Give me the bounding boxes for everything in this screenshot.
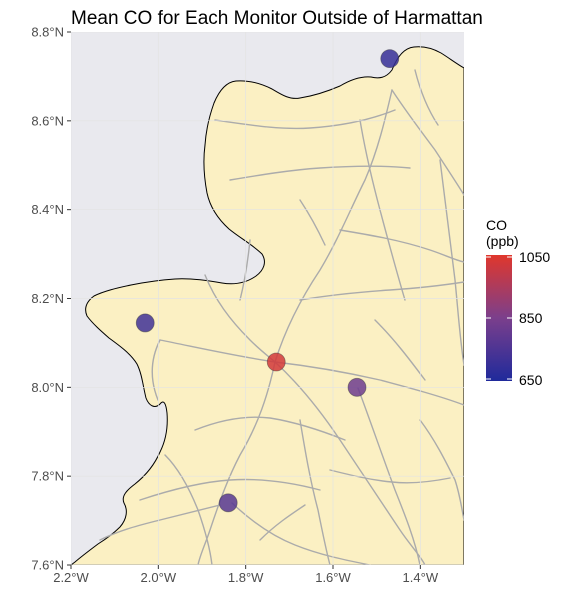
road [299, 281, 464, 301]
y-tick-label: 8.6°N [31, 113, 64, 128]
x-tick-label: 1.8°W [228, 570, 264, 585]
road [164, 454, 213, 565]
road [299, 199, 326, 246]
road [439, 159, 464, 366]
y-tick-label: 8.4°N [31, 202, 64, 217]
road [99, 504, 221, 541]
x-tick-label: 2.0°W [141, 570, 177, 585]
road [214, 109, 396, 130]
x-tick-label: 2.2°W [53, 570, 89, 585]
road [139, 478, 321, 501]
road [259, 504, 306, 541]
chart-title: Mean CO for Each Monitor Outside of Harm… [71, 8, 483, 29]
y-tick-label: 7.6°N [31, 558, 64, 573]
y-axis: 7.6°N 7.8°N 8.0°N 8.2°N 8.4°N 8.6°N 8.8°N [31, 25, 71, 573]
x-axis: 2.2°W 2.0°W 1.8°W 1.6°W 1.4°W [53, 565, 439, 585]
grid-lines [71, 32, 464, 565]
map-panel [71, 32, 464, 565]
road [329, 469, 451, 484]
road [194, 416, 346, 441]
road [197, 361, 276, 565]
road [357, 387, 421, 565]
road [374, 319, 426, 381]
road [239, 239, 251, 301]
y-tick-label: 8.0°N [31, 380, 64, 395]
monitor-point [347, 377, 367, 397]
monitor-point [218, 493, 238, 513]
legend-title-line-2: (ppb) [486, 233, 519, 249]
road [339, 229, 464, 263]
road [419, 419, 464, 521]
data-points [135, 49, 400, 513]
land-region [71, 46, 464, 565]
road [299, 419, 331, 565]
y-tick-label: 7.8°N [31, 469, 64, 484]
road [274, 89, 393, 363]
monitor-point [380, 49, 400, 69]
legend-label-high: 1050 [519, 249, 550, 265]
x-tick-label: 1.4°W [403, 570, 439, 585]
road [274, 361, 426, 565]
monitor-point [266, 352, 286, 372]
monitor-point [135, 313, 155, 333]
legend-label-mid: 850 [519, 310, 543, 326]
road [391, 89, 464, 196]
legend-title-line-1: CO [486, 217, 507, 233]
legend-label-low: 650 [519, 372, 543, 388]
road [229, 165, 411, 181]
y-tick-label: 8.2°N [31, 291, 64, 306]
y-tick-label: 8.8°N [31, 25, 64, 40]
road-network [99, 69, 464, 565]
road [204, 274, 276, 363]
road [159, 339, 464, 406]
road [151, 339, 161, 401]
road [231, 502, 371, 565]
x-tick-label: 1.6°W [315, 570, 351, 585]
legend: CO (ppb) 1050 850 650 [486, 217, 550, 388]
